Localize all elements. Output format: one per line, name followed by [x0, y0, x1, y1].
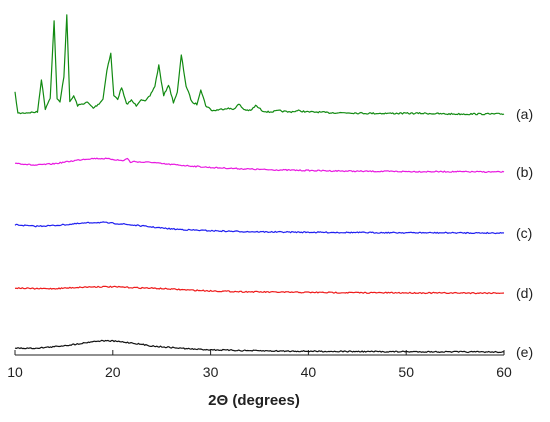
- x-tick-label: 30: [203, 364, 219, 380]
- x-tick-label: 40: [301, 364, 317, 380]
- series-line-2: [14, 157, 505, 173]
- series-labels: (a) (b) (c) (d) (e): [516, 106, 533, 360]
- series-label-1: (a): [516, 106, 533, 122]
- x-tick-label: 10: [7, 364, 23, 380]
- series-label-5: (e): [516, 344, 533, 360]
- series-label-2: (b): [516, 164, 533, 180]
- x-axis-ticks: 10 20 30 40 50 60: [7, 350, 512, 380]
- series-line-1: [14, 14, 505, 116]
- x-tick-label: 50: [398, 364, 414, 380]
- series-label-3: (c): [516, 225, 532, 241]
- series-lines: [14, 14, 505, 354]
- series-line-5: [14, 339, 505, 354]
- x-tick-label: 60: [496, 364, 512, 380]
- x-tick-label: 20: [105, 364, 121, 380]
- series-line-3: [14, 221, 505, 235]
- series-label-4: (d): [516, 285, 533, 301]
- x-axis-title: 2Θ (degrees): [208, 392, 300, 409]
- series-line-4: [14, 285, 505, 295]
